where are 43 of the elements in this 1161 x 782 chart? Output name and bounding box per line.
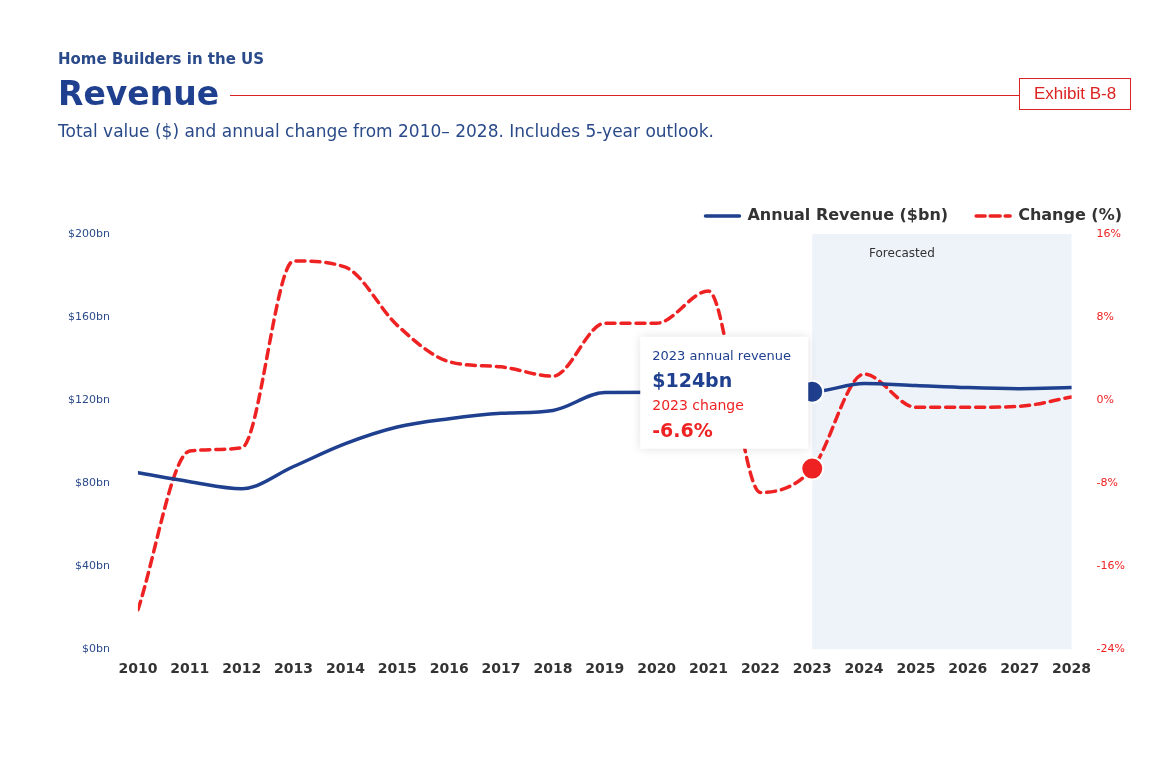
line-series [137,259,1072,612]
annotation: 2023 annual revenue [652,348,792,364]
x-tick-label: 2026 [948,660,988,677]
x-tick-label: 2022 [740,660,780,677]
chart-subtitle: Total value ($) and annual change from 2010– 2028. Includes 5-year outlook. [58,121,715,141]
x-tick-label: 2028 [1052,660,1092,677]
y-tick-label: $200bn [68,226,110,240]
x-tick-label: 2017 [481,660,521,677]
y2-tick-label: -24% [1096,642,1125,656]
y-tick-label: $40bn [75,559,110,573]
x-tick-label: 2016 [429,660,469,677]
legend-label: Annual Revenue ($bn) [747,205,949,225]
x-tick-label: 2021 [689,660,728,677]
x-tick-label: 2014 [325,660,366,677]
y-tick-label: $160bn [68,309,110,323]
chart-title: Revenue [58,74,220,113]
x-tick-label: 2018 [533,660,573,677]
y2-tick-label: -16% [1096,559,1125,573]
text: Exhibit B-8 [1019,78,1132,110]
annotation: -6.6% [652,418,713,441]
y-tick-label: $0bn [82,642,110,656]
x-tick-label: 2015 [377,660,417,677]
x-tick-label: 2013 [274,660,314,677]
x-tick-label: 2012 [222,660,262,677]
y2-tick-label: 16% [1096,226,1122,240]
y-tick-label: $80bn [75,475,110,489]
band-label: Forecasted [869,246,935,261]
x-tick-label: 2020 [637,660,677,677]
legend-label: Change (%) [1018,205,1123,225]
y2-tick-label: 0% [1096,392,1115,406]
annotation: $124bn [652,368,733,391]
x-tick-label: 2025 [896,660,936,677]
x-tick-label: 2019 [585,660,625,677]
x-tick-label: 2027 [1000,660,1040,677]
text: Home Builders in the US [58,50,265,68]
y-tick-label: $120bn [68,392,110,406]
x-tick-label: 2024 [844,660,884,677]
x-tick-label: 2011 [170,660,210,677]
annotation: 2023 change [652,397,744,414]
y2-tick-label: 8% [1096,309,1115,323]
x-tick-label: 2010 [118,660,158,677]
y2-tick-label: -8% [1096,475,1118,489]
x-tick-label: 2023 [792,660,832,677]
